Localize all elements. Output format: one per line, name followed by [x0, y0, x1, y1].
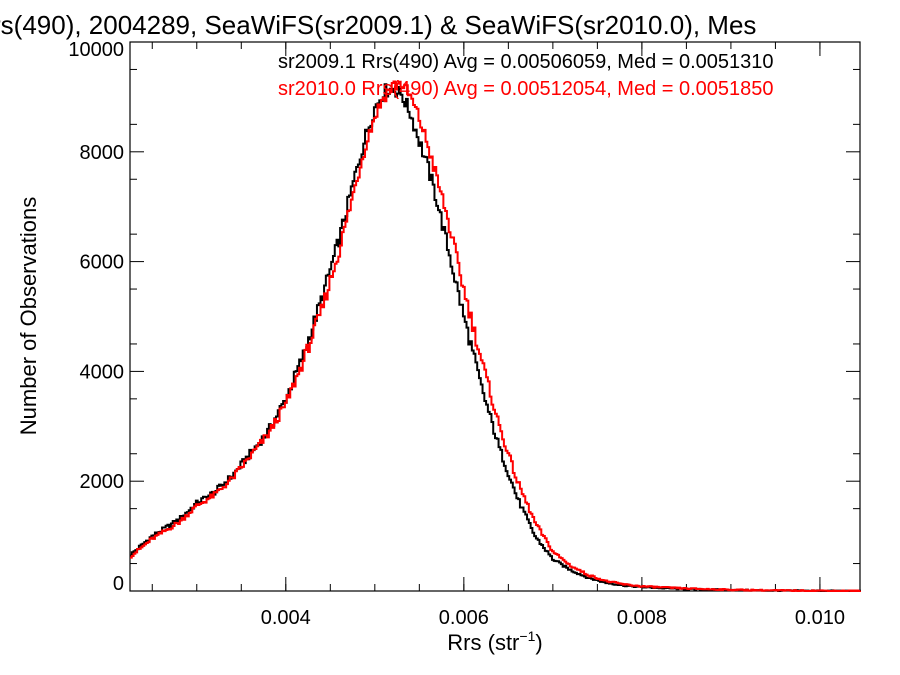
x-tick-label: 0.010 [795, 607, 845, 629]
y-axis-label: Number of Observations [16, 197, 41, 435]
series-line-sr2010.0 [130, 80, 861, 592]
y-tick-label: 4000 [80, 361, 125, 383]
series-line-sr2009.1 [130, 83, 861, 592]
x-axis-label-text: Rrs (str [447, 630, 519, 655]
x-axis-label-close: ) [535, 630, 542, 655]
annotation-sr2010: sr2010.0 Rrs(490) Avg = 0.00512054, Med … [278, 78, 774, 100]
series-group [130, 80, 861, 592]
x-tick-label: 0.006 [439, 607, 489, 629]
x-axis-label-superscript: −1 [519, 628, 535, 644]
y-tick-label: 6000 [80, 252, 125, 274]
chart-title: rs(490), 2004289, SeaWiFS(sr2009.1) & Se… [0, 10, 756, 40]
y-tick-label: 0 [113, 573, 124, 595]
y-tick-label: 8000 [80, 142, 125, 164]
x-tick-label: 0.004 [261, 607, 311, 629]
plot-frame [129, 41, 861, 592]
annotation-sr2009: sr2009.1 Rrs(490) Avg = 0.00506059, Med … [278, 51, 774, 73]
x-axis-label: Rrs (str−1) [447, 628, 542, 655]
x-axis-ticks: 0.004 0.006 0.008 0.010 [151, 42, 845, 629]
x-tick-label: 0.008 [617, 607, 667, 629]
y-axis-ticks: 0 2000 4000 6000 8000 10000 [68, 39, 860, 595]
y-tick-label: 2000 [80, 471, 125, 493]
y-tick-label: 10000 [68, 39, 124, 61]
